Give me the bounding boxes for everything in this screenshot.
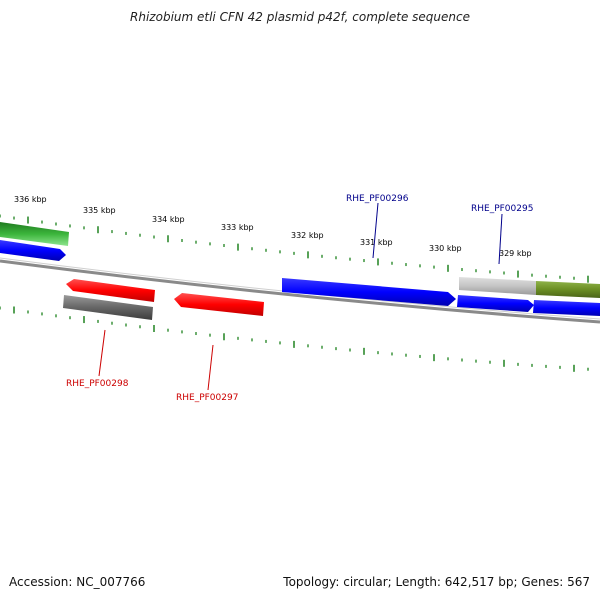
gene-RHE_PF00297[interactable] (174, 293, 264, 316)
topology-summary-text: Topology: circular; Length: 642,517 bp; … (283, 575, 590, 589)
map-title: Rhizobium etli CFN 42 plasmid p42f, comp… (130, 10, 470, 24)
accession-text: Accession: NC_007766 (9, 575, 146, 589)
leader-RHE_PF00297 (207, 344, 214, 391)
scale-ticks-inner (0, 306, 589, 372)
leader-RHE_PF00296 (372, 202, 379, 259)
gene-RHE_PF00298[interactable] (66, 279, 155, 302)
plasmid-backbone (0, 259, 600, 324)
scale-label-331: 331 kbp (360, 238, 393, 247)
scale-label-332: 332 kbp (291, 231, 324, 240)
gene-label-RHE_PF00298[interactable]: RHE_PF00298 (66, 379, 129, 389)
scale-label-335: 335 kbp (83, 206, 116, 215)
scale-label-333: 333 kbp (221, 223, 254, 232)
gene-label-RHE_PF00297[interactable]: RHE_PF00297 (176, 393, 238, 403)
light-gray-feature[interactable] (459, 277, 536, 295)
scale-label-336: 336 kbp (14, 195, 47, 204)
scale-label-330: 330 kbp (429, 244, 462, 253)
olive-feature-right[interactable] (536, 281, 600, 298)
gene-RHE_PF00295[interactable] (457, 295, 534, 312)
scale-label-334: 334 kbp (152, 215, 185, 224)
scale-ticks-outer (0, 214, 589, 283)
forward-gene-left-edge[interactable] (0, 240, 66, 261)
green-feature-left[interactable] (0, 222, 69, 246)
leader-RHE_PF00295 (498, 213, 503, 265)
scale-label-329: 329 kbp (499, 249, 532, 258)
gene-RHE_PF00296[interactable] (282, 278, 456, 306)
gene-label-RHE_PF00296[interactable]: RHE_PF00296 (346, 194, 409, 204)
leader-RHE_PF00298 (98, 329, 106, 377)
gray-feature-RHE_PF00298[interactable] (63, 295, 153, 320)
forward-gene-right-edge[interactable] (533, 300, 600, 316)
gene-label-RHE_PF00295[interactable]: RHE_PF00295 (471, 204, 533, 214)
